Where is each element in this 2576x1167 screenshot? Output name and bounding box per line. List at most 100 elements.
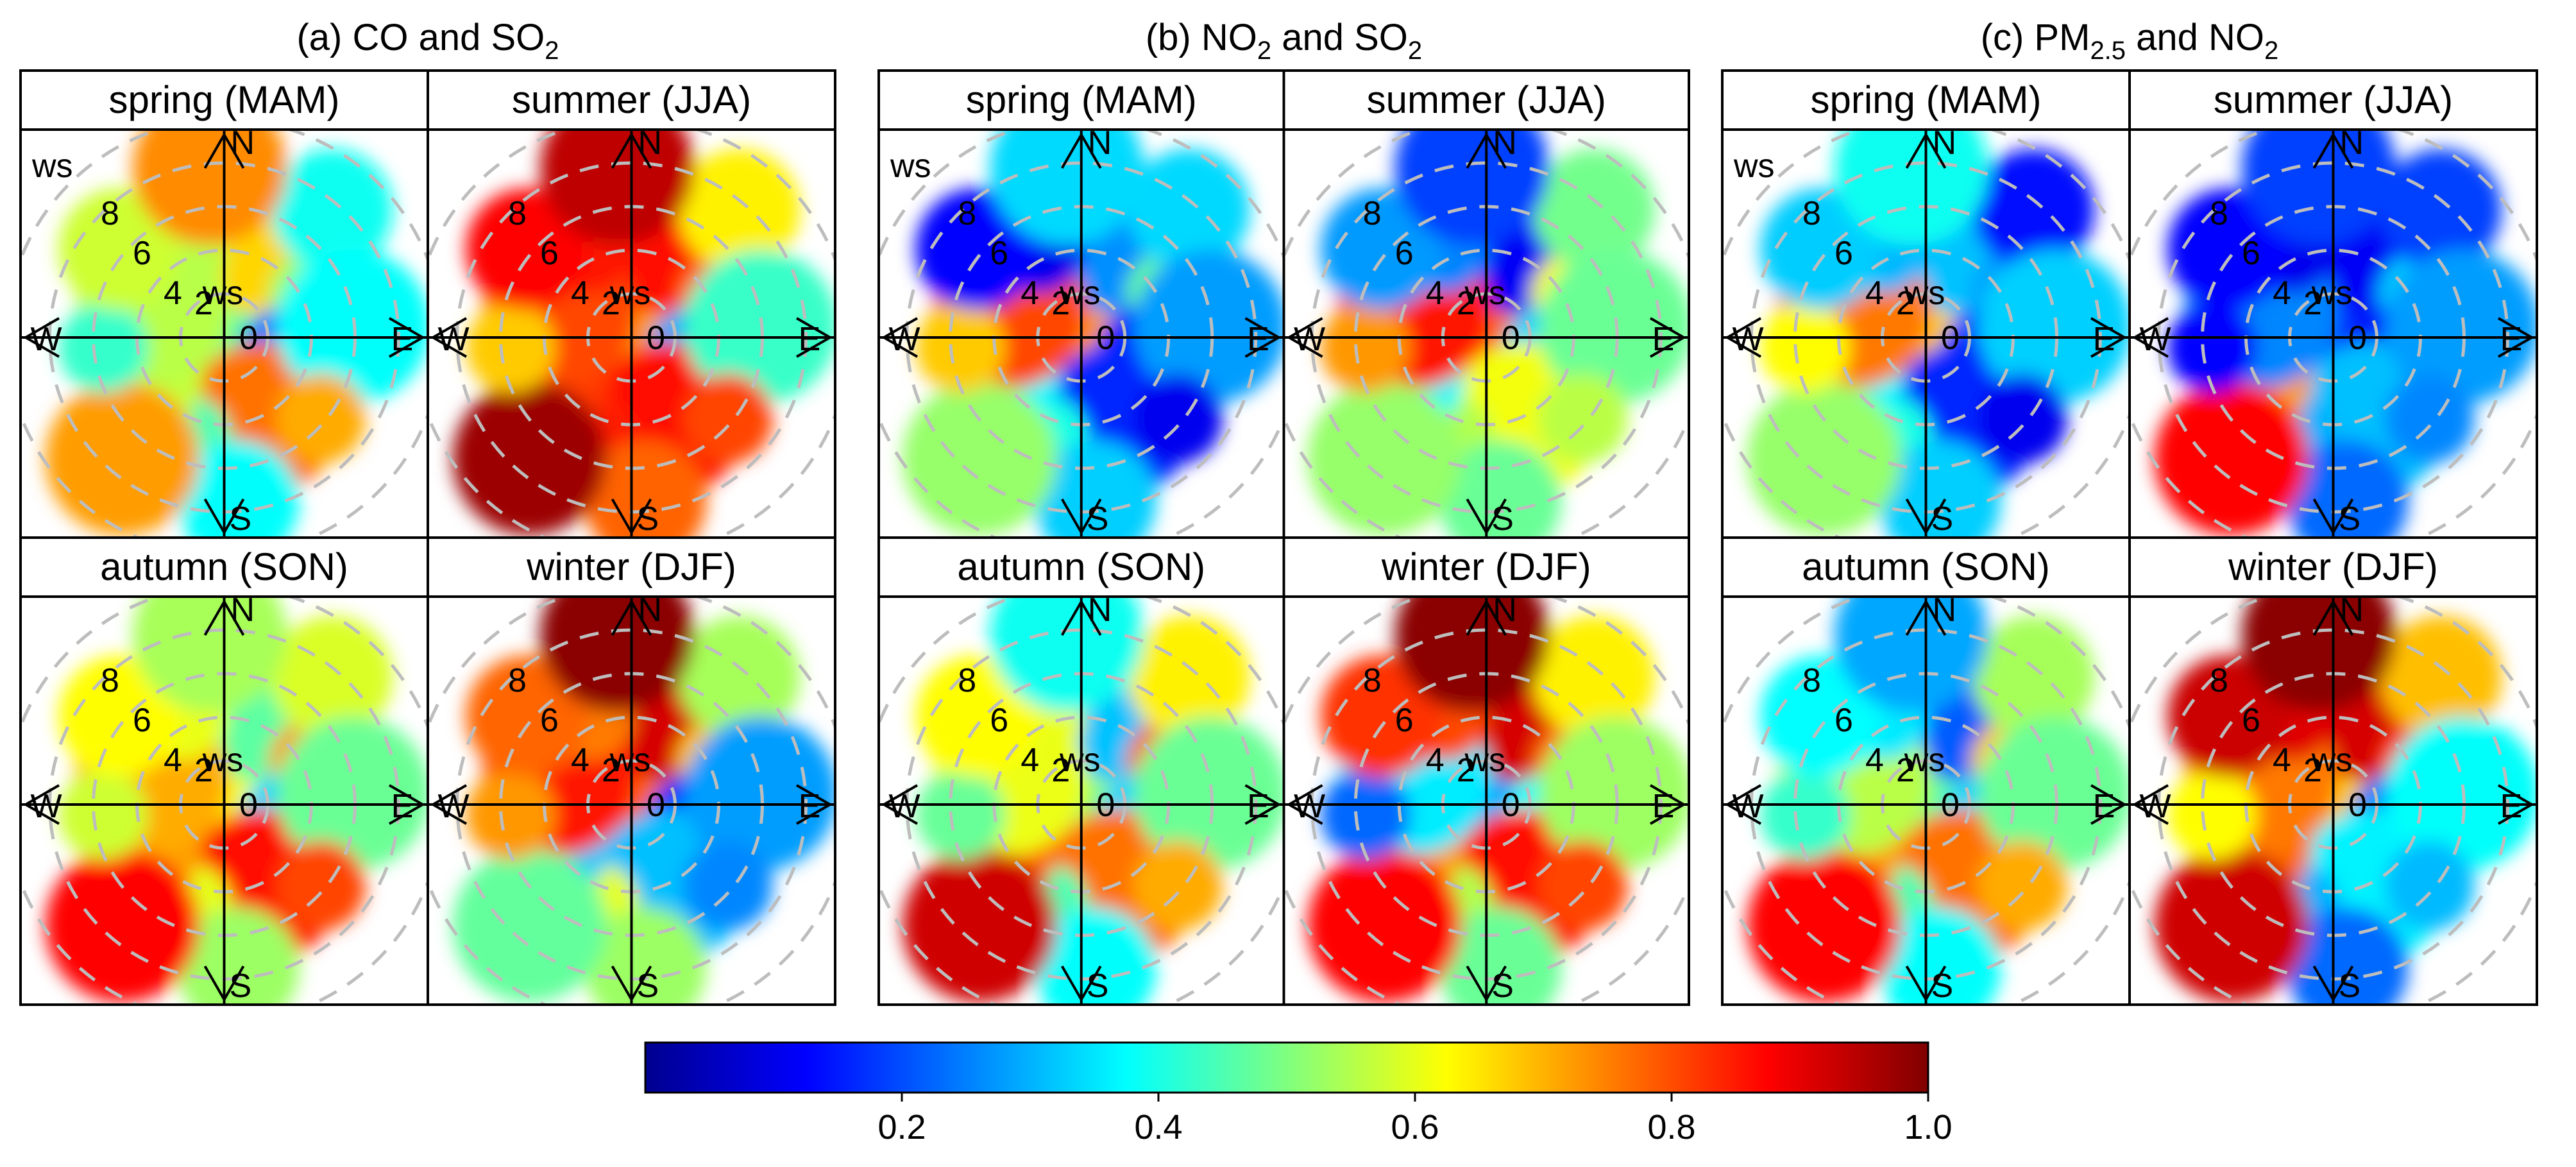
axis-arrowhead [2090,784,2128,825]
axis-arrowhead [1466,132,1507,169]
ws-ring-label: ws [609,742,651,779]
correlation-cell [1128,615,1250,738]
axis-arrowhead [22,784,60,825]
axis-arrowhead [1466,966,1507,1003]
axis-arrowhead [22,317,60,358]
correlation-cell [2167,303,2257,393]
correlation-cell [452,848,607,1003]
panel-title-suffix-subscript: 2 [1408,37,1422,65]
ws-ring-label: 8 [101,195,119,232]
ws-ring-label: 0 [1096,319,1115,357]
ws-ring-label: ws [1464,275,1505,312]
ws-ring-label: 4 [164,275,182,312]
colorbar-tick-label: 1.0 [1904,1108,1952,1146]
ws-ring-label: 0 [239,787,258,824]
ws-ring-label: 4 [571,275,589,312]
ws-ring-label: 8 [958,662,976,699]
correlation-cell [452,381,607,536]
correlation-cell [1307,848,1462,1003]
axis-arrowhead [1286,317,1323,358]
correlation-cell [2167,655,2290,778]
axis-arrowhead [1061,599,1102,636]
axis-arrowhead [1650,317,1687,358]
correlation-cell [1439,440,1562,538]
axis-arrowhead [203,966,245,1003]
correlation-cell [1307,381,1462,536]
axis-arrowhead [430,784,467,825]
ws-axis-label: ws [1733,148,1775,185]
correlation-cell [45,381,199,536]
season-header [877,536,1285,598]
ws-ring-label: 8 [508,662,527,699]
ws-ring-label: 8 [1802,195,1821,232]
season-label: winter (DJF) [2228,545,2438,588]
correlation-cell [465,303,555,393]
axis-arrowhead [611,498,652,536]
panel-title: (b) NO2 and SO2 [1146,17,1422,65]
ws-ring-label: 6 [133,702,151,739]
correlation-cell [275,840,366,931]
ws-ring-label: 4 [2273,742,2291,779]
ws-ring-label: 0 [1096,787,1115,824]
season-label: spring (MAM) [966,78,1197,121]
ws-ring-label: 2 [1896,752,1915,789]
axis-arrowhead [1244,784,1282,825]
correlation-cell [466,655,588,778]
ws-ring-label: ws [1904,742,1945,779]
correlation-cell [1133,249,1284,404]
ws-ring-label: 8 [1802,662,1821,699]
axis-arrowhead [203,498,245,536]
correlation-cell [1533,148,1656,271]
ws-ring-label: ws [202,275,244,312]
ws-ring-label: 2 [1457,285,1475,322]
ws-ring-label: 2 [194,752,213,789]
correlation-cell [915,770,1006,860]
correlation-cell [2154,848,2309,1003]
correlation-cell [2384,373,2475,464]
panel-title-main: (b) NO [1146,17,1257,58]
correlation-cell [1538,373,1628,464]
ws-ring-label: 0 [2348,787,2367,824]
ws-ring-label: 2 [1896,285,1915,322]
correlation-cell [1760,655,1883,778]
ws-ring-label: ws [2311,275,2353,312]
ws-ring-label: 4 [1426,275,1445,312]
axis-arrowhead [1466,599,1507,636]
correlation-cell [902,381,1056,536]
axis-arrowhead [1466,498,1507,536]
ws-ring-label: 4 [164,742,182,779]
panel-title-main: (c) PM [1981,17,2090,58]
correlation-cell [584,440,707,538]
ws-ring-label: 2 [1457,752,1475,789]
panel-title-main: (a) CO and SO [296,17,545,58]
ws-ring-label: 8 [101,662,119,699]
correlation-cell [682,373,773,464]
correlation-cell [271,615,393,738]
ws-ring-label: 4 [1865,275,1884,312]
ws-ring-label: 8 [2210,662,2228,699]
colorbar-tick-label: 0.4 [1134,1108,1182,1146]
axis-arrowhead [1905,966,1947,1003]
season-header [1282,69,1690,131]
colorbar-tick-label: 0.6 [1391,1108,1439,1146]
correlation-cell [1538,840,1628,931]
ws-ring-label: ws [202,742,244,779]
ws-ring-label: 4 [571,742,589,779]
correlation-cell [915,655,1038,778]
ws-ring-label: 6 [1395,702,1414,739]
ws-ring-label: 2 [2303,285,2322,322]
ws-ring-label: 6 [990,702,1008,739]
correlation-cell [1320,303,1411,393]
season-label: spring (MAM) [1810,78,2041,121]
axis-arrowhead [1286,784,1323,825]
